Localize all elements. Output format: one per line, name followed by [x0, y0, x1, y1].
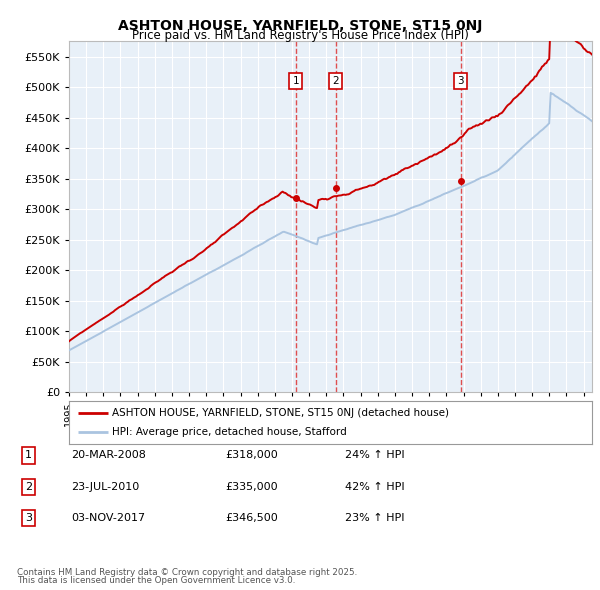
Text: ASHTON HOUSE, YARNFIELD, STONE, ST15 0NJ: ASHTON HOUSE, YARNFIELD, STONE, ST15 0NJ [118, 19, 482, 34]
Text: £318,000: £318,000 [225, 451, 278, 460]
Text: 20-MAR-2008: 20-MAR-2008 [71, 451, 146, 460]
Text: 42% ↑ HPI: 42% ↑ HPI [345, 482, 404, 491]
Text: HPI: Average price, detached house, Stafford: HPI: Average price, detached house, Staf… [112, 427, 347, 437]
Text: 3: 3 [25, 513, 32, 523]
Text: 23% ↑ HPI: 23% ↑ HPI [345, 513, 404, 523]
Text: 1: 1 [292, 76, 299, 86]
Text: 24% ↑ HPI: 24% ↑ HPI [345, 451, 404, 460]
Text: £346,500: £346,500 [225, 513, 278, 523]
Text: ASHTON HOUSE, YARNFIELD, STONE, ST15 0NJ (detached house): ASHTON HOUSE, YARNFIELD, STONE, ST15 0NJ… [112, 408, 449, 418]
Text: 23-JUL-2010: 23-JUL-2010 [71, 482, 139, 491]
Text: 2: 2 [332, 76, 339, 86]
Text: 2: 2 [25, 482, 32, 491]
Text: Contains HM Land Registry data © Crown copyright and database right 2025.: Contains HM Land Registry data © Crown c… [17, 568, 357, 577]
Text: 03-NOV-2017: 03-NOV-2017 [71, 513, 145, 523]
Text: Price paid vs. HM Land Registry's House Price Index (HPI): Price paid vs. HM Land Registry's House … [131, 30, 469, 42]
Text: This data is licensed under the Open Government Licence v3.0.: This data is licensed under the Open Gov… [17, 576, 295, 585]
Text: 3: 3 [457, 76, 464, 86]
Text: £335,000: £335,000 [225, 482, 278, 491]
Text: 1: 1 [25, 451, 32, 460]
